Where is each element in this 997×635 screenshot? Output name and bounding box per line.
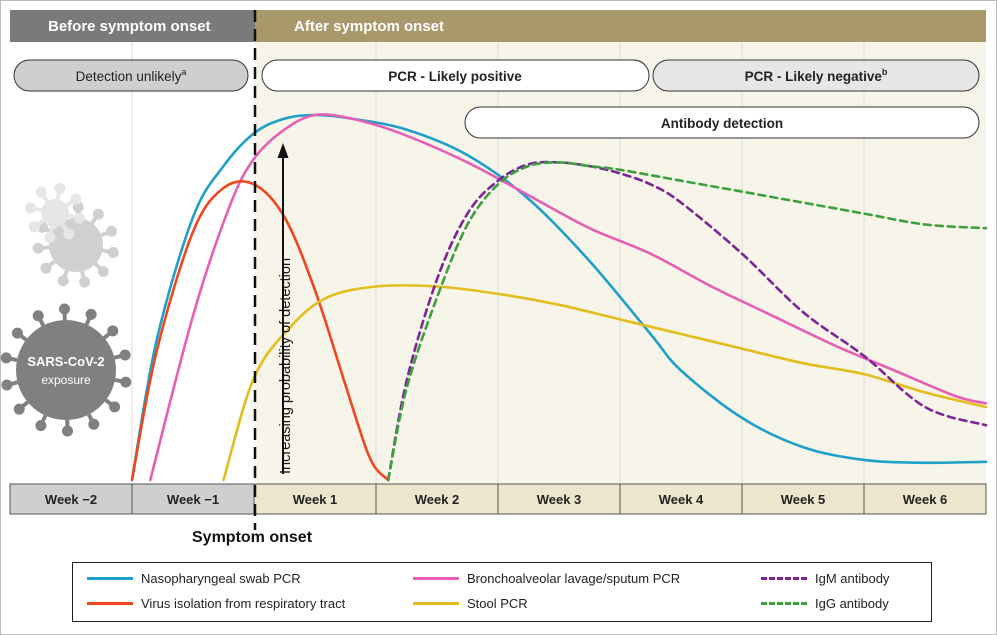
week-cell xyxy=(619,483,743,515)
symptom-onset-label: Symptom onset xyxy=(192,529,313,546)
week-tick-label: Week −1 xyxy=(167,492,219,507)
week-cell xyxy=(497,483,621,515)
legend-swatch xyxy=(761,602,807,605)
legend-swatch xyxy=(87,602,133,605)
legend-label: Virus isolation from respiratory tract xyxy=(141,596,346,611)
legend-item-stool-pcr: Stool PCR xyxy=(413,596,528,611)
series-line-nasopharyngeal-swab-pcr xyxy=(130,113,988,482)
week-cell xyxy=(863,483,987,515)
legend: Nasopharyngeal swab PCR Bronchoalveolar l… xyxy=(72,562,932,622)
header-before-bar xyxy=(10,10,255,42)
pill-detection-unlikely-sup: a xyxy=(181,67,186,77)
legend-item-igg-antibody: IgG antibody xyxy=(761,596,889,611)
week-tick-label: Week 4 xyxy=(659,492,704,507)
week-tick-label: Week 1 xyxy=(293,492,338,507)
virus-label-line1: SARS-CoV-2 xyxy=(27,354,104,369)
header-before-label: Before symptom onset xyxy=(48,18,211,35)
legend-item-igm-antibody: IgM antibody xyxy=(761,571,889,586)
legend-item-bronchoalveolar-lavage-sputum-pcr: Bronchoalveolar lavage/sputum PCR xyxy=(413,571,680,586)
series-group xyxy=(130,113,988,482)
week-tick-label: Week 6 xyxy=(903,492,948,507)
virus-label-line2: exposure xyxy=(41,373,91,387)
week-cell xyxy=(253,483,377,515)
legend-label: Bronchoalveolar lavage/sputum PCR xyxy=(467,571,681,586)
header-after-label: After symptom onset xyxy=(294,18,444,35)
pill-detection-unlikely: Detection unlikelya xyxy=(13,59,249,92)
week-cell xyxy=(741,483,865,515)
legend-swatch xyxy=(761,577,807,580)
week-tick-label: Week 3 xyxy=(537,492,582,507)
legend-label: IgM antibody xyxy=(815,571,890,586)
legend-label: Nasopharyngeal swab PCR xyxy=(141,571,301,586)
pill-pcr-likely-positive-text: PCR - Likely positive xyxy=(388,69,522,84)
pill-antibody-detection-text: Antibody detection xyxy=(661,116,783,131)
svg-text:Detection unlikelya: Detection unlikelya xyxy=(76,67,187,84)
pill-pcr-likely-negative-sup: b xyxy=(882,67,888,77)
legend-swatch xyxy=(413,577,459,580)
week-tick-label: Week 5 xyxy=(781,492,826,507)
series-line-bronchoalveolar-lavage-sputum-pcr xyxy=(149,113,988,482)
virus-faint-icon-small xyxy=(24,182,86,244)
series-line-virus-isolation-from-respiratory-tract xyxy=(130,179,390,482)
pill-pcr-likely-positive: PCR - Likely positive xyxy=(261,59,650,92)
pill-antibody-detection: Antibody detection xyxy=(464,106,980,139)
virus-exposure-icon xyxy=(0,303,132,437)
series-line-stool-pcr xyxy=(222,284,988,482)
week-tick-label: Week 2 xyxy=(415,492,460,507)
svg-text:PCR - Likely negativeb: PCR - Likely negativeb xyxy=(745,67,888,84)
week-axis: Week −2 Week −1 Week 1 Week 2 Week 3 Week 4 We… xyxy=(9,483,987,515)
series-line-igg-antibody xyxy=(386,161,988,482)
probability-arrow xyxy=(277,143,289,474)
week-cell xyxy=(9,483,133,515)
timeline-chart: Before symptom onset After symptom onset… xyxy=(0,10,988,530)
legend-swatch xyxy=(413,602,459,605)
week-cell xyxy=(375,483,499,515)
header-after-bar xyxy=(255,10,986,42)
legend-label: IgG antibody xyxy=(815,596,889,611)
series-line-igm-antibody xyxy=(386,160,988,482)
probability-arrow-label: Increasing probability of detection xyxy=(278,258,294,474)
pill-detection-unlikely-text: Detection unlikely xyxy=(76,69,182,84)
pill-pcr-likely-negative: PCR - Likely negativeb xyxy=(652,59,980,92)
legend-label: Stool PCR xyxy=(467,596,528,611)
legend-swatch xyxy=(87,577,133,580)
week-tick-label: Week −2 xyxy=(45,492,97,507)
legend-item-virus-isolation-from-respiratory-tract: Virus isolation from respiratory tract xyxy=(87,596,345,611)
legend-item-nasopharyngeal-swab-pcr: Nasopharyngeal swab PCR xyxy=(87,571,301,586)
pill-pcr-likely-negative-text: PCR - Likely negative xyxy=(745,69,883,84)
